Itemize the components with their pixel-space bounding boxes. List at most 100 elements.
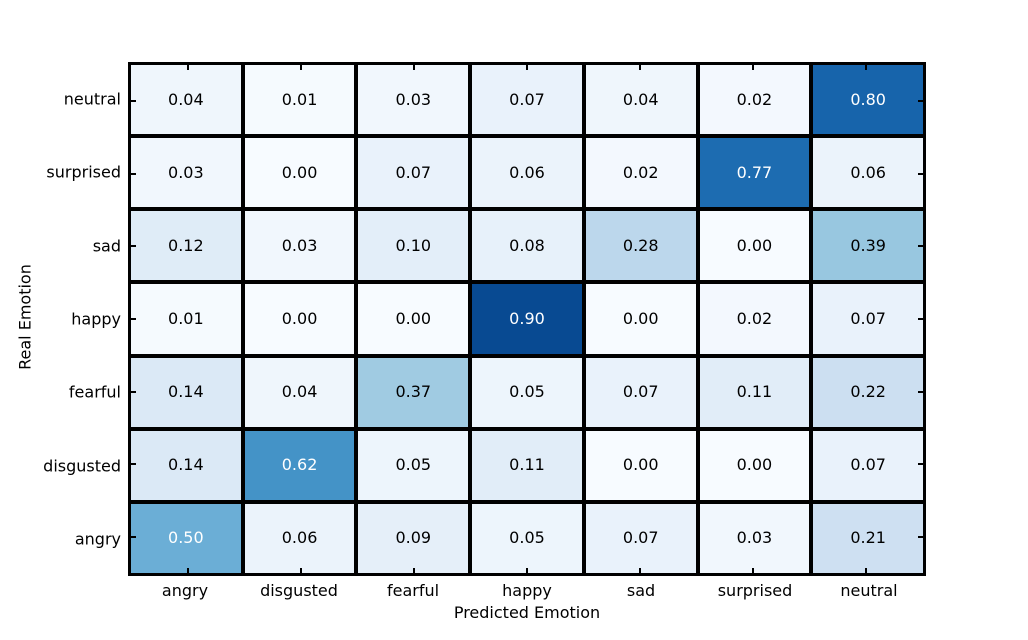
tick-mark [752,568,755,573]
tick-mark [752,65,755,70]
heatmap-cell: 0.04 [585,65,696,135]
heatmap-cell: 0.90 [472,284,582,354]
heatmap-cell-value: 0.00 [281,308,318,328]
heatmap-grid: 0.04 0.01 0.03 0.07 0.04 0.02 0.80 0.03 0.00 0.07… [131,65,923,573]
heatmap-cell-value: 0.04 [168,89,204,109]
tick-mark [131,535,136,538]
heatmap-cell: 0.00 [699,430,810,500]
x-axis-title: Predicted Emotion [453,603,601,622]
heatmap-cell: 0.04 [131,65,241,135]
heatmap-cell: 0.00 [244,284,355,354]
heatmap-cell: 0.07 [813,430,923,500]
heatmap-cell-value: 0.01 [281,89,318,109]
tick-mark [918,245,923,248]
tick-mark [526,568,528,573]
heatmap-cell-value: 0.11 [736,382,773,402]
heatmap-cell: 0.21 [813,503,923,573]
heatmap-cell-value: 0.90 [509,308,545,328]
heatmap-cell: 0.02 [699,65,810,135]
heatmap-cell-value: 0.08 [509,235,545,255]
heatmap-cell: 0.03 [699,503,810,573]
heatmap-cell-value: 0.62 [281,455,318,475]
heatmap-cell: 0.01 [244,65,355,135]
heatmap-cell-value: 0.06 [509,162,545,182]
tick-mark [131,463,136,466]
heatmap-cell: 0.04 [244,357,355,427]
heatmap-cell-value: 0.07 [395,162,432,182]
heatmap-cell: 0.06 [813,138,923,208]
heatmap-cell-value: 0.02 [736,308,773,328]
heatmap-cell-value: 0.00 [395,308,432,328]
heatmap-cell: 0.80 [813,65,923,135]
x-axis-tick-labels: angry disgusted fearful happy sad surprised ne… [128,581,926,603]
tick-mark [131,245,136,248]
heatmap-cell-value: 0.03 [168,162,204,182]
heatmap-cell-value: 0.09 [395,528,432,548]
tick-mark [412,568,415,573]
tick-mark [412,65,415,70]
heatmap-cell-value: 0.07 [622,382,659,402]
y-tick-label: sad [92,236,121,256]
heatmap-cell: 0.07 [358,138,469,208]
tick-mark [299,568,302,573]
tick-mark [639,568,642,573]
tick-mark [299,65,302,70]
tick-mark [131,390,136,393]
heatmap-cell-value: 0.77 [736,162,773,182]
heatmap-cell: 0.03 [244,211,355,281]
heatmap-cell-value: 0.14 [168,382,204,402]
heatmap-cell: 0.09 [358,503,469,573]
heatmap-cell: 0.10 [358,211,469,281]
heatmap-cell-value: 0.50 [168,528,204,548]
tick-mark [918,318,923,320]
heatmap-cell-value: 0.04 [622,89,659,109]
heatmap-cell: 0.12 [131,211,241,281]
heatmap-cell-value: 0.00 [622,455,659,475]
tick-mark [918,390,923,393]
heatmap-cell: 0.00 [244,138,355,208]
heatmap-cell-value: 0.01 [168,308,204,328]
heatmap-cell: 0.07 [813,284,923,354]
heatmap-cell-value: 0.03 [395,89,432,109]
heatmap-cell-value: 0.07 [622,528,659,548]
heatmap-cell: 0.14 [131,357,241,427]
heatmap-cell: 0.11 [472,430,582,500]
x-tick-label: happy [502,581,552,600]
heatmap-cell-value: 0.05 [395,455,432,475]
heatmap-cell-value: 0.14 [168,455,204,475]
heatmap-cell-value: 0.10 [395,235,432,255]
heatmap-cell: 0.14 [131,430,241,500]
heatmap-cell-value: 0.03 [736,528,773,548]
tick-mark [865,65,868,70]
y-tick-label: neutral [63,89,121,109]
heatmap-cell-value: 0.21 [850,528,886,548]
heatmap-cell: 0.39 [813,211,923,281]
x-tick-label: angry [161,581,209,600]
heatmap-cell: 0.06 [244,503,355,573]
heatmap-cell: 0.02 [585,138,696,208]
tick-mark [186,65,189,70]
y-tick-label: surprised [46,162,121,182]
heatmap-cell: 0.05 [472,503,582,573]
heatmap-cell-value: 0.28 [622,235,659,255]
heatmap-cell-value: 0.00 [281,162,318,182]
tick-mark [131,100,136,103]
heatmap-cell-value: 0.80 [850,89,886,109]
tick-mark [918,100,923,103]
tick-mark [865,568,868,573]
heatmap-cell-value: 0.07 [509,89,545,109]
heatmap-cell-value: 0.12 [168,235,204,255]
heatmap-cell: 0.01 [131,284,241,354]
heatmap-cell-value: 0.04 [281,382,318,402]
heatmap-cell: 0.77 [699,138,810,208]
y-tick-label: disgusted [43,456,121,476]
heatmap-cell: 0.08 [472,211,582,281]
heatmap-cell: 0.62 [244,430,355,500]
tick-mark [918,463,923,466]
heatmap-cell-value: 0.22 [850,382,886,402]
heatmap-cell: 0.00 [585,284,696,354]
heatmap-cell: 0.28 [585,211,696,281]
heatmap-cell-value: 0.00 [736,455,773,475]
tick-mark [131,172,136,175]
heatmap-cell: 0.50 [131,503,241,573]
